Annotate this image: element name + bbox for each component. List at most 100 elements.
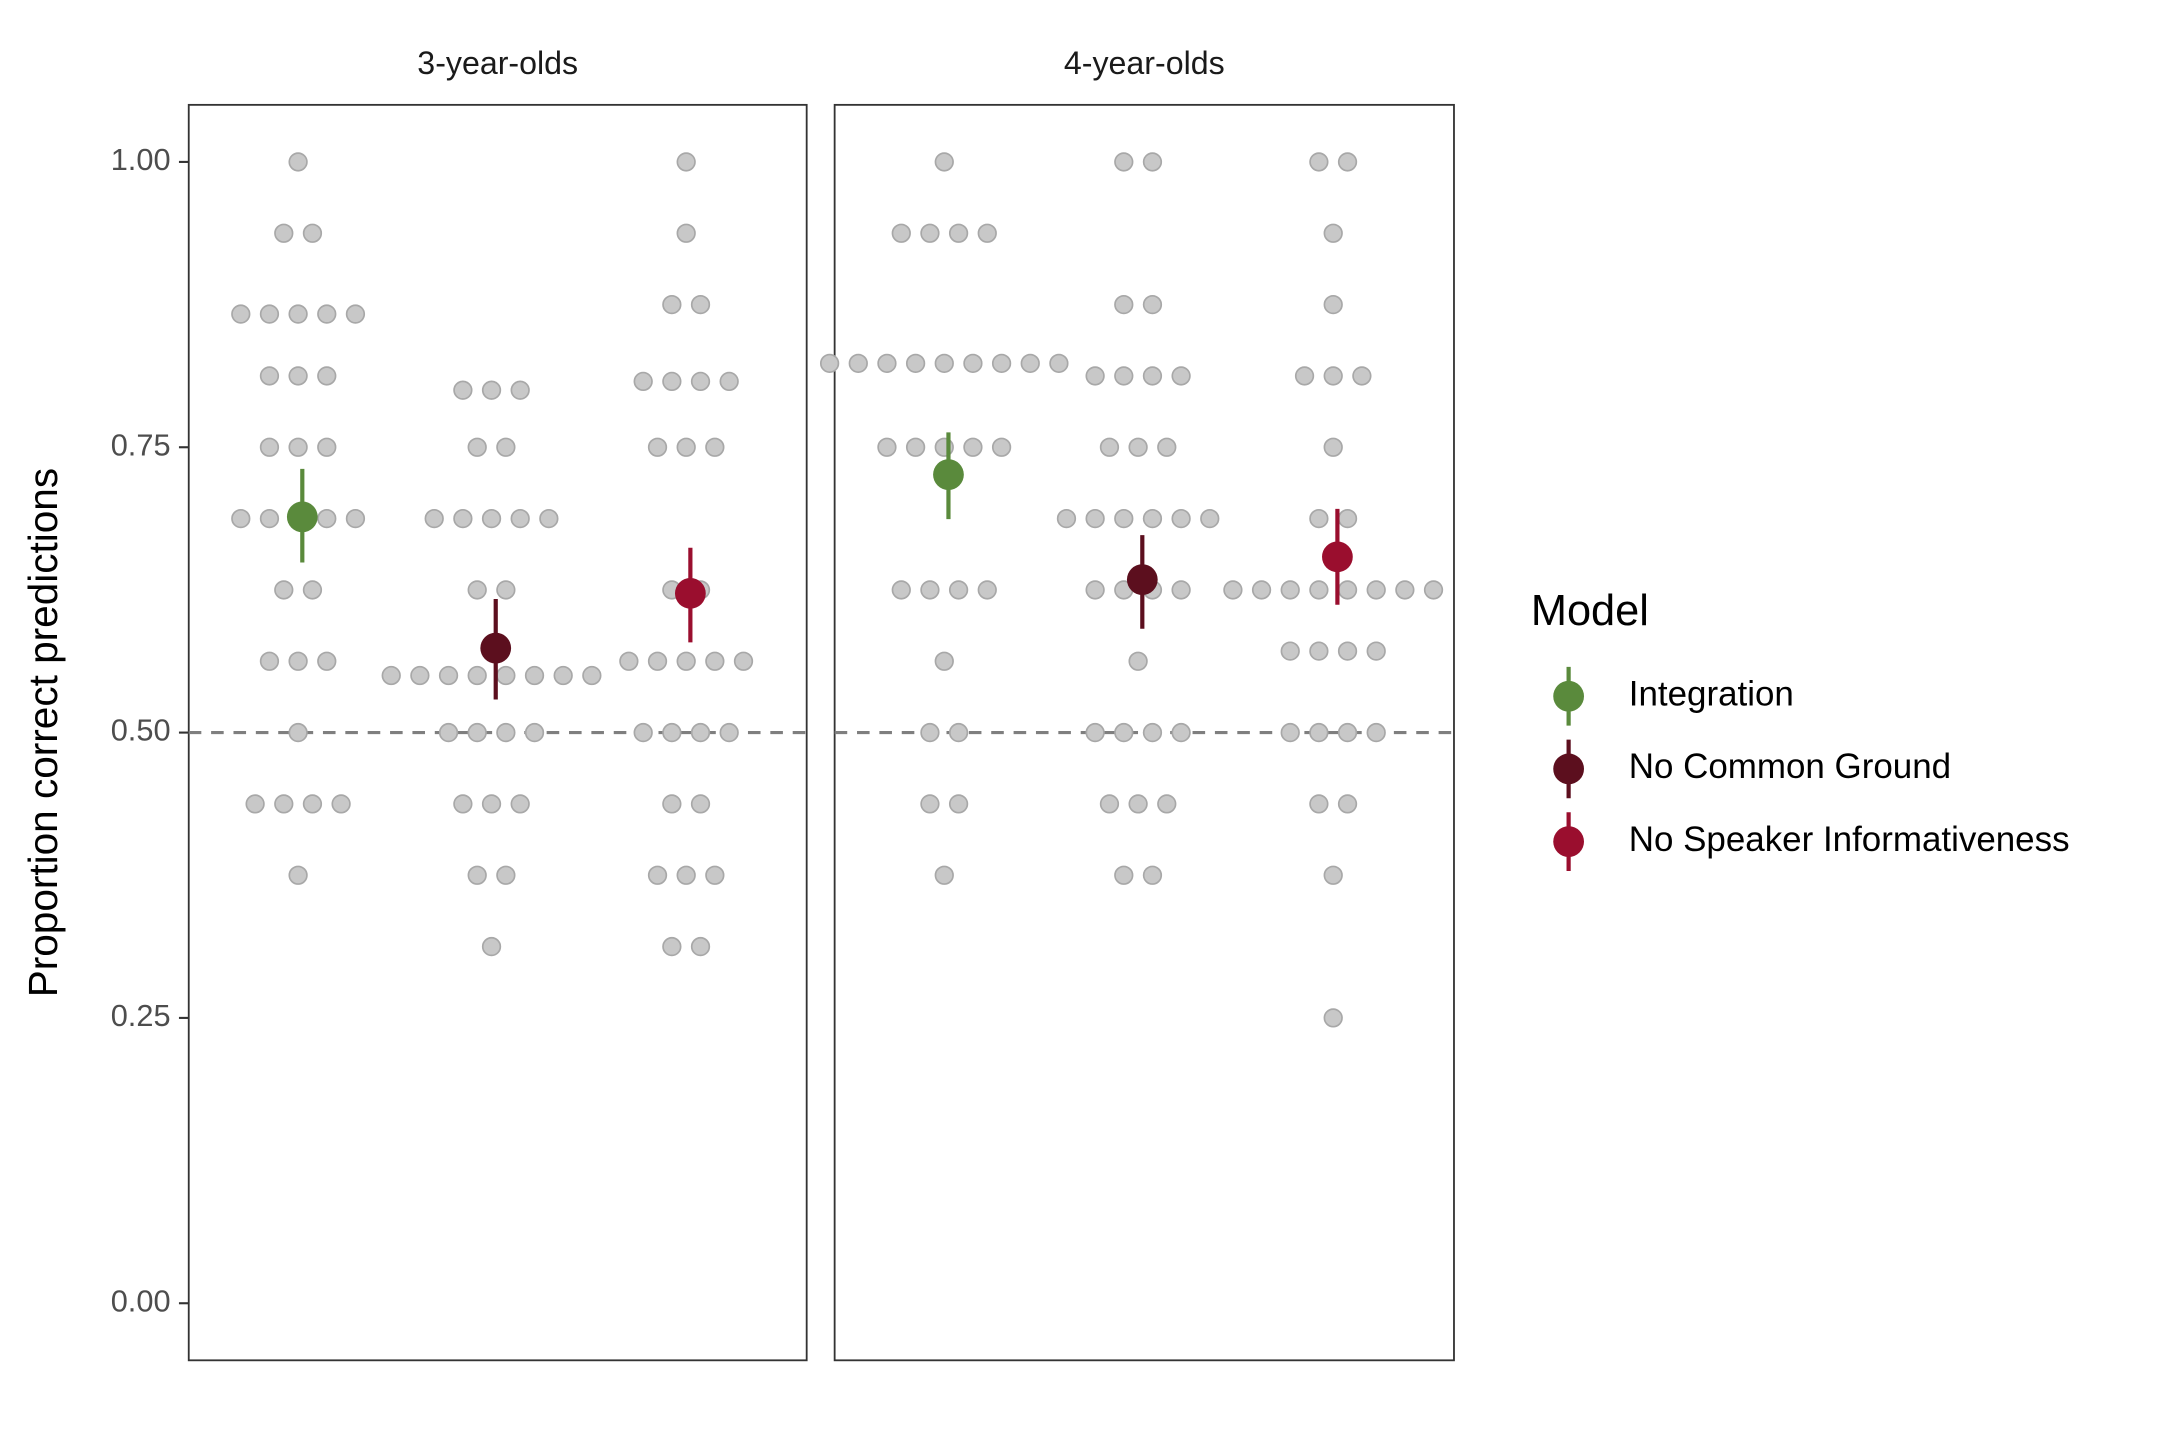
data-point xyxy=(467,437,487,457)
data-point xyxy=(877,437,897,457)
data-point xyxy=(317,651,337,671)
data-point xyxy=(662,722,682,743)
data-point xyxy=(259,508,280,529)
data-point xyxy=(496,865,516,885)
data-point xyxy=(1056,508,1077,529)
data-point xyxy=(1085,508,1105,529)
data-point xyxy=(510,794,530,814)
data-point xyxy=(288,366,308,386)
data-point xyxy=(948,794,969,814)
data-point xyxy=(1337,722,1358,743)
data-point xyxy=(288,437,308,457)
data-point xyxy=(302,794,323,814)
panel-title: 3-year-olds xyxy=(417,45,578,81)
data-point xyxy=(453,380,473,400)
y-tick-label: 0.50 xyxy=(111,713,171,748)
data-point xyxy=(934,152,954,172)
data-point xyxy=(1309,641,1329,661)
data-point xyxy=(259,304,280,324)
data-point xyxy=(1114,152,1134,172)
data-point xyxy=(963,353,983,374)
data-point xyxy=(288,722,308,743)
data-point xyxy=(259,366,280,386)
data-point xyxy=(1309,508,1329,529)
data-point xyxy=(662,794,682,814)
data-point xyxy=(1366,580,1386,600)
data-point xyxy=(539,508,559,529)
data-point xyxy=(719,371,739,392)
data-point xyxy=(1366,722,1386,743)
data-point xyxy=(1085,366,1105,386)
data-point xyxy=(288,304,308,324)
data-point xyxy=(934,865,954,885)
data-point xyxy=(1085,580,1105,600)
mean-point xyxy=(480,632,512,664)
data-point xyxy=(259,651,280,671)
data-point xyxy=(948,223,969,243)
data-point xyxy=(934,353,954,374)
data-point xyxy=(690,722,711,743)
data-point xyxy=(1157,437,1177,457)
mean-point xyxy=(1126,564,1158,596)
data-point xyxy=(647,437,668,457)
data-point xyxy=(977,223,997,243)
data-point xyxy=(1142,294,1163,315)
data-point xyxy=(1395,580,1415,600)
data-point xyxy=(733,651,754,671)
data-point xyxy=(438,722,459,743)
data-point xyxy=(1171,580,1191,600)
data-point xyxy=(1323,1008,1343,1028)
data-point xyxy=(345,508,366,529)
data-point xyxy=(496,580,516,600)
data-point xyxy=(1128,794,1148,814)
data-point xyxy=(496,437,516,457)
data-point xyxy=(1366,641,1386,661)
y-tick-label: 0.25 xyxy=(111,998,171,1033)
data-point xyxy=(1157,794,1177,814)
data-point xyxy=(948,580,969,600)
data-point xyxy=(288,651,308,671)
data-point xyxy=(1142,722,1163,743)
data-point xyxy=(891,223,911,243)
data-point xyxy=(1337,580,1358,600)
data-point xyxy=(991,353,1012,374)
data-point xyxy=(481,794,502,814)
data-point xyxy=(467,722,487,743)
data-point xyxy=(274,223,294,243)
data-point xyxy=(1200,508,1220,529)
data-point xyxy=(481,380,502,400)
data-point xyxy=(1323,366,1343,386)
panel-title: 4-year-olds xyxy=(1064,45,1225,81)
data-point xyxy=(948,722,969,743)
y-tick-label: 1.00 xyxy=(111,142,171,177)
data-point xyxy=(274,794,294,814)
data-point xyxy=(905,353,926,374)
data-point xyxy=(1337,641,1358,661)
data-point xyxy=(317,366,337,386)
data-point xyxy=(647,651,668,671)
data-point xyxy=(1323,294,1343,315)
data-point xyxy=(719,722,739,743)
data-point xyxy=(705,865,725,885)
data-point xyxy=(1223,580,1243,600)
data-point xyxy=(1049,353,1069,374)
data-point xyxy=(920,722,940,743)
data-point xyxy=(1171,508,1191,529)
data-point xyxy=(1128,651,1148,671)
legend-label: No Common Ground xyxy=(1629,747,1951,786)
data-point xyxy=(1309,794,1329,814)
legend-marker xyxy=(1553,753,1584,785)
data-point xyxy=(481,936,502,957)
legend-marker xyxy=(1553,680,1584,712)
y-axis-label: Proportion correct predictions xyxy=(20,468,66,997)
data-point xyxy=(1114,508,1134,529)
data-point xyxy=(676,651,696,671)
data-point xyxy=(317,304,337,324)
data-point xyxy=(1171,722,1191,743)
data-point xyxy=(1114,294,1134,315)
data-point xyxy=(633,722,653,743)
data-point xyxy=(1099,794,1120,814)
data-point xyxy=(345,304,366,324)
legend-label: Integration xyxy=(1629,674,1794,713)
